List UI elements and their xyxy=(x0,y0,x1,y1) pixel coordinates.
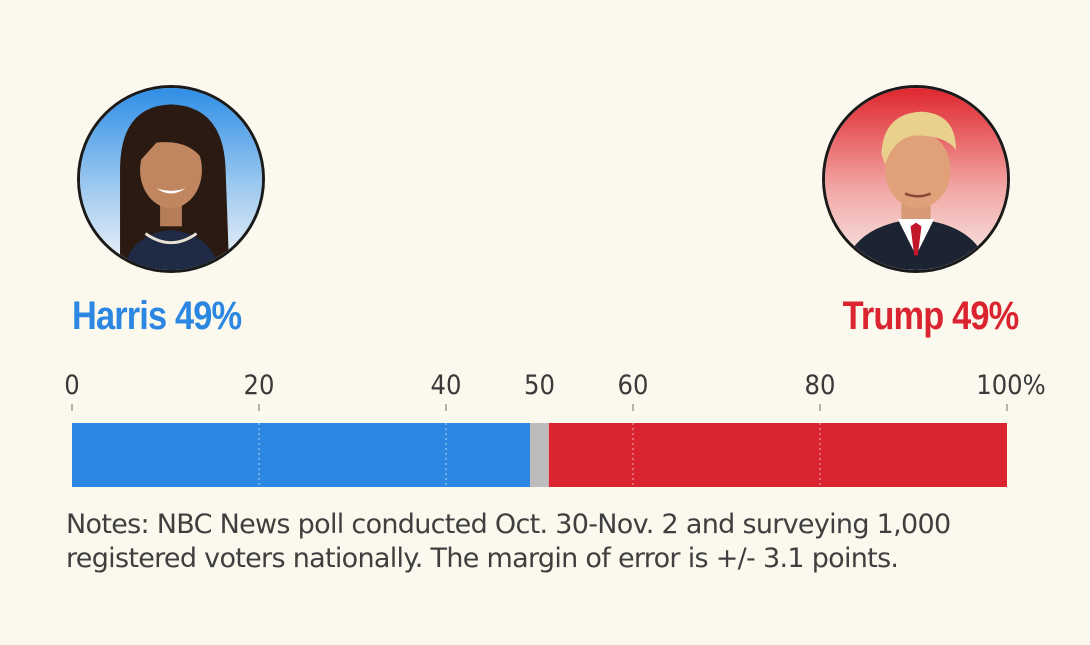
tick-label-80: 80 xyxy=(805,370,836,401)
harris-percent-label: Harris 49% xyxy=(72,294,242,338)
chart-notes: Notes: NBC News poll conducted Oct. 30-N… xyxy=(66,509,951,574)
tick-label-40: 40 xyxy=(431,370,462,401)
bar-segment-trump xyxy=(548,423,1007,487)
tick-label-100: 100% xyxy=(976,370,1045,401)
tick-label-50: 50 xyxy=(524,370,555,401)
bar-segment-harris xyxy=(72,423,531,487)
tick-label-0: 0 xyxy=(64,370,79,401)
trump-portrait-icon xyxy=(822,85,1010,273)
tick-label-20: 20 xyxy=(244,370,275,401)
trump-percent-label: Trump 49% xyxy=(842,294,1019,338)
poll-bar-chart: 0 20 40 50 60 80 100% xyxy=(64,370,1046,487)
tick-label-60: 60 xyxy=(618,370,649,401)
bar-segment-gap xyxy=(530,423,549,487)
harris-portrait-icon xyxy=(77,85,265,273)
